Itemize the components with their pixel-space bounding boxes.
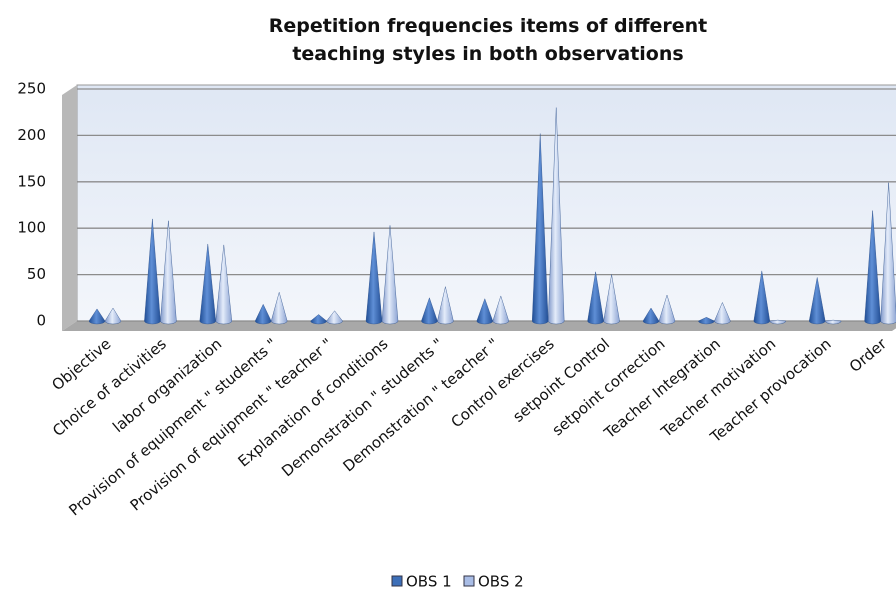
cone xyxy=(492,295,510,325)
y-tick-label: 150 xyxy=(17,172,46,190)
floor xyxy=(62,321,896,331)
cone xyxy=(326,310,343,325)
cone xyxy=(658,294,676,325)
cone xyxy=(215,244,233,325)
cone xyxy=(880,182,896,325)
cone xyxy=(547,107,565,325)
legend-label: OBS 2 xyxy=(478,573,524,591)
chart-title: Repetition frequencies items of differen… xyxy=(268,15,708,65)
y-tick-label: 0 xyxy=(36,312,46,330)
y-tick-label: 100 xyxy=(17,219,46,237)
cone xyxy=(769,319,787,325)
cone xyxy=(824,319,842,325)
cone xyxy=(714,301,731,325)
cone xyxy=(270,291,288,325)
cone xyxy=(437,286,454,325)
y-tick-label: 50 xyxy=(27,265,46,283)
y-tick-label: 250 xyxy=(17,80,46,98)
cone xyxy=(603,274,620,325)
x-tick-label: Provision of equipment " teacher " xyxy=(127,335,336,515)
cone xyxy=(381,225,399,325)
side-wall xyxy=(62,85,77,331)
cone xyxy=(160,220,177,325)
x-tick-label: setpoint Control xyxy=(509,335,613,426)
x-tick-label: Order xyxy=(846,334,891,376)
plot-area xyxy=(76,84,896,322)
cone xyxy=(104,307,122,325)
y-tick-label: 200 xyxy=(17,126,46,144)
legend-swatch xyxy=(391,575,403,587)
x-tick-label: Control exercises xyxy=(447,335,557,432)
legend-swatch xyxy=(463,575,475,587)
legend-label: OBS 1 xyxy=(406,573,452,591)
